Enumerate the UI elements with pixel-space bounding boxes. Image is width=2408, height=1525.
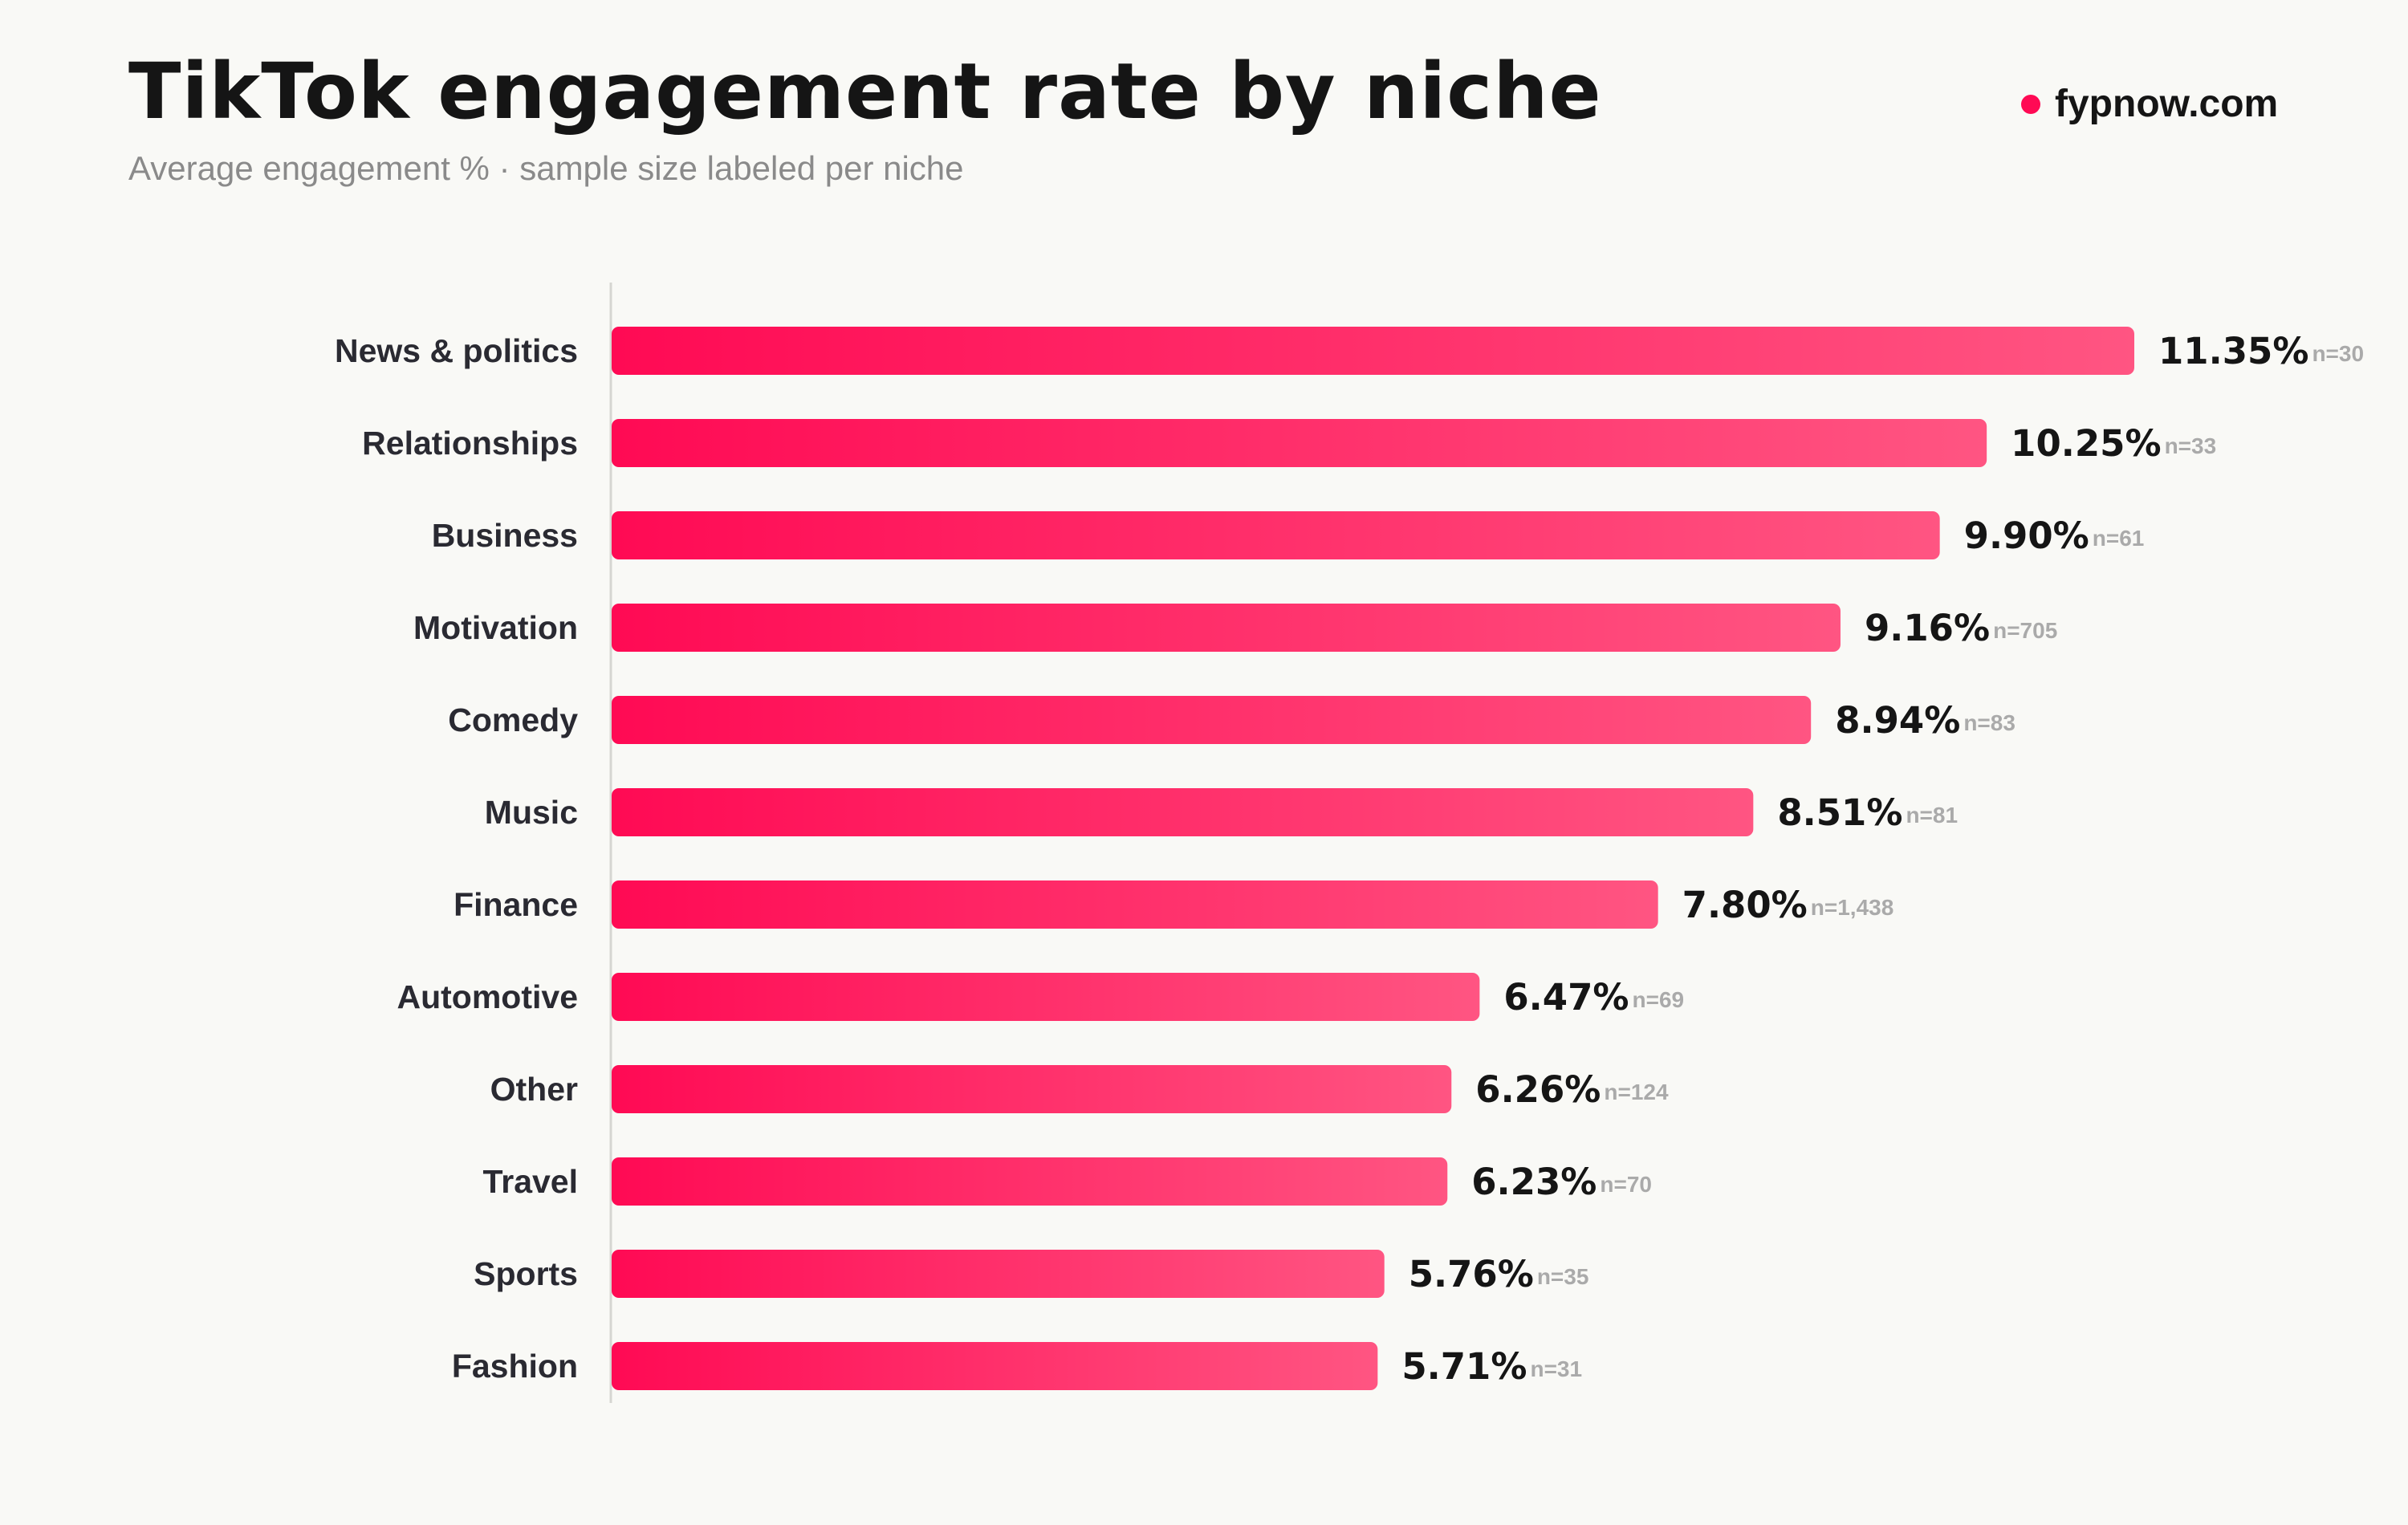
bar [612, 1065, 1452, 1113]
bar [612, 973, 1480, 1021]
chart-title: TikTok engagement rate by niche [128, 47, 1602, 136]
value-label: 6.23% [1471, 1161, 1597, 1203]
category-label: Automotive [397, 978, 579, 1015]
bar [612, 880, 1658, 929]
bar [612, 511, 1940, 559]
category-label: Other [490, 1071, 578, 1108]
brand-label: fypnow.com [2055, 83, 2279, 125]
category-label: Travel [482, 1163, 578, 1200]
brand-dot-icon [2021, 94, 2040, 114]
value-label: 5.71% [1401, 1345, 1527, 1388]
value-label: 10.25% [2011, 422, 2161, 465]
value-label: 9.90% [1964, 514, 2089, 557]
sample-size-label: n=124 [1604, 1080, 1669, 1104]
category-label: Finance [454, 886, 578, 923]
value-label: 9.16% [1865, 607, 1990, 649]
sample-size-label: n=33 [2165, 433, 2217, 458]
sample-size-label: n=31 [1530, 1356, 1582, 1381]
sample-size-label: n=83 [1963, 710, 2015, 735]
value-label: 6.26% [1475, 1068, 1601, 1111]
chart-subtitle: Average engagement % · sample size label… [128, 149, 964, 187]
sample-size-label: n=70 [1600, 1172, 1652, 1197]
bar [612, 1342, 1378, 1390]
value-label: 5.76% [1409, 1253, 1534, 1295]
category-label: News & politics [335, 332, 578, 369]
sample-size-label: n=30 [2312, 341, 2364, 366]
sample-size-label: n=61 [2093, 526, 2145, 551]
bar [612, 1250, 1385, 1298]
category-label: Business [432, 517, 578, 554]
sample-size-label: n=35 [1537, 1264, 1589, 1289]
brand[interactable]: fypnow.com [2021, 82, 2278, 126]
value-label: 6.47% [1503, 976, 1629, 1019]
category-label: Fashion [452, 1348, 578, 1385]
bar [612, 419, 1987, 467]
sample-size-label: n=1,438 [1811, 895, 1894, 920]
category-label: Sports [474, 1255, 578, 1292]
sample-size-label: n=81 [1906, 803, 1958, 828]
bar [612, 1157, 1448, 1206]
value-label: 8.51% [1777, 791, 1902, 834]
category-label: Comedy [448, 702, 578, 738]
sample-size-label: n=705 [1993, 618, 2057, 643]
value-label: 11.35% [2158, 330, 2308, 372]
bar [612, 327, 2134, 375]
category-label: Music [485, 794, 578, 831]
category-label: Motivation [413, 609, 578, 646]
bar [612, 788, 1754, 836]
category-label: Relationships [362, 425, 578, 462]
bar [612, 696, 1812, 744]
value-label: 8.94% [1835, 699, 1960, 742]
sample-size-label: n=69 [1632, 987, 1684, 1012]
bar [612, 604, 1841, 652]
value-label: 7.80% [1682, 884, 1808, 926]
